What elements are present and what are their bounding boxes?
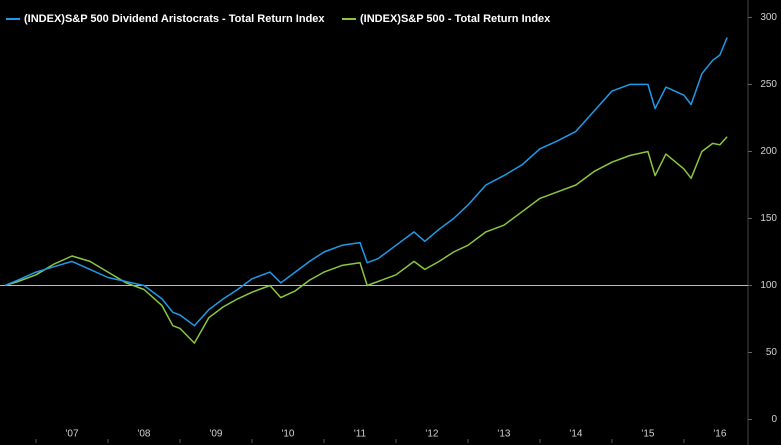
y-tick-label: 250 (760, 79, 777, 90)
y-tick-label: 50 (766, 347, 778, 358)
y-tick-label: 300 (760, 12, 777, 23)
x-tick-label: '09 (209, 429, 222, 440)
legend-label: (INDEX)S&P 500 - Total Return Index (360, 13, 551, 25)
y-tick-label: 150 (760, 213, 777, 224)
x-tick-label: '08 (137, 429, 150, 440)
legend-label: (INDEX)S&P 500 Dividend Aristocrats - To… (24, 13, 325, 25)
x-tick-label: '13 (497, 429, 510, 440)
y-tick-label: 200 (760, 146, 777, 157)
series-line (4, 37, 728, 327)
series-line (4, 136, 728, 344)
x-tick-label: '11 (354, 429, 367, 440)
x-tick-label: '10 (281, 429, 294, 440)
x-tick-label: '16 (713, 429, 726, 440)
x-tick-label: '07 (65, 429, 78, 440)
legend: (INDEX)S&P 500 Dividend Aristocrats - To… (6, 13, 551, 25)
x-tick-label: '12 (425, 429, 438, 440)
x-tick-label: '15 (641, 429, 654, 440)
y-tick-label: 100 (760, 280, 777, 291)
y-tick-label: 0 (771, 414, 777, 425)
x-tick-label: '14 (569, 429, 582, 440)
